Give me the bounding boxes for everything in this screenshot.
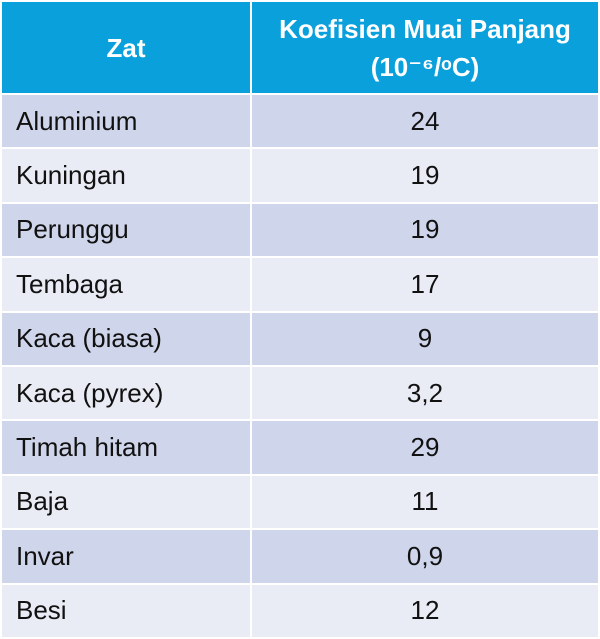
coefficient-cell: 17 — [250, 256, 600, 313]
coefficient-cell: 19 — [250, 201, 600, 259]
material-cell: Tembaga — [0, 256, 252, 313]
material-cell: Kuningan — [0, 147, 252, 204]
coefficient-cell: 9 — [250, 310, 600, 367]
material-cell: Aluminium — [0, 92, 252, 150]
header-cell: Koefisien Muai Panjang (10⁻⁶/ᵒC) — [250, 0, 600, 95]
table-row: Kaca (pyrex) 3,2 — [0, 364, 600, 422]
table-body: Aluminium 24 Kuningan 19 Perunggu 19 Tembaga 17… — [0, 92, 600, 639]
table-row: Baja 11 — [0, 473, 600, 531]
header-cell: Zat — [0, 0, 252, 95]
table-row: Timah hitam 29 — [0, 419, 600, 476]
coefficient-cell: 11 — [250, 473, 600, 531]
material-cell: Baja — [0, 473, 252, 531]
table-row: Aluminium 24 — [0, 92, 600, 150]
material-cell: Timah hitam — [0, 419, 252, 476]
material-cell: Besi — [0, 582, 252, 639]
coefficient-cell: 3,2 — [250, 364, 600, 422]
table-header: Zat Koefisien Muai Panjang (10⁻⁶/ᵒC) — [0, 0, 600, 95]
material-cell: Perunggu — [0, 201, 252, 259]
table-row: Tembaga 17 — [0, 256, 600, 313]
table-row: Perunggu 19 — [0, 201, 600, 259]
table-row: Invar 0,9 — [0, 528, 600, 585]
header-row: Zat Koefisien Muai Panjang (10⁻⁶/ᵒC) — [0, 0, 600, 95]
table-row: Kuningan 19 — [0, 147, 600, 204]
coefficient-cell: 0,9 — [250, 528, 600, 585]
coefficient-cell: 24 — [250, 92, 600, 150]
material-cell: Invar — [0, 528, 252, 585]
table-row: Kaca (biasa) 9 — [0, 310, 600, 367]
table-row: Besi 12 — [0, 582, 600, 639]
material-cell: Kaca (biasa) — [0, 310, 252, 367]
material-cell: Kaca (pyrex) — [0, 364, 252, 422]
coefficient-cell: 12 — [250, 582, 600, 639]
coefficient-cell: 29 — [250, 419, 600, 476]
coefficient-cell: 19 — [250, 147, 600, 204]
